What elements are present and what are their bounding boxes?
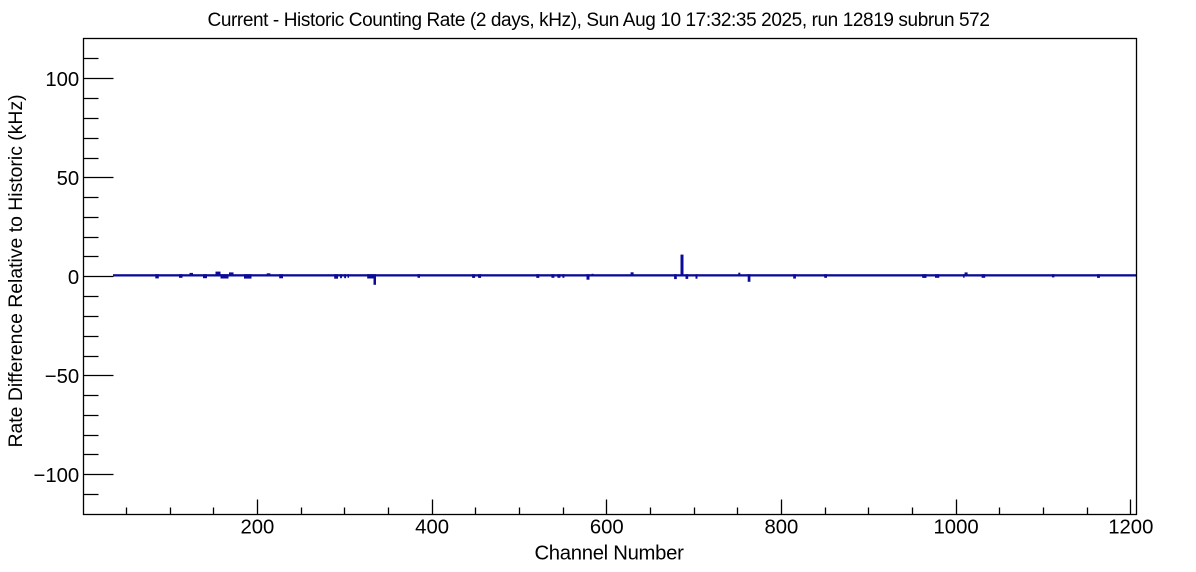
svg-text:Rate Difference Relative to Hi: Rate Difference Relative to Historic (kH… xyxy=(5,94,27,447)
svg-text:1000: 1000 xyxy=(934,516,979,538)
svg-text:Channel Number: Channel Number xyxy=(534,542,684,564)
svg-text:0: 0 xyxy=(68,267,79,289)
svg-text:−50: −50 xyxy=(45,366,79,388)
svg-text:100: 100 xyxy=(45,69,79,91)
svg-text:200: 200 xyxy=(240,516,274,538)
svg-text:Current - Historic Counting Ra: Current - Historic Counting Rate (2 days… xyxy=(208,10,990,31)
svg-text:−100: −100 xyxy=(34,465,80,487)
svg-text:400: 400 xyxy=(415,516,449,538)
svg-text:50: 50 xyxy=(57,168,80,190)
svg-text:1200: 1200 xyxy=(1108,516,1153,538)
svg-text:600: 600 xyxy=(590,516,624,538)
svg-text:800: 800 xyxy=(764,516,798,538)
